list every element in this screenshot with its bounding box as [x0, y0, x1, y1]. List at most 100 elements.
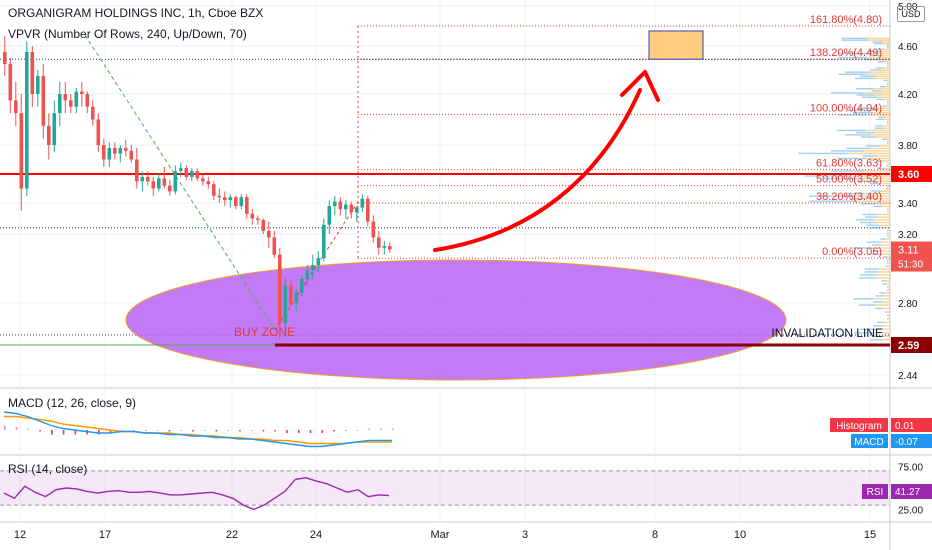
macd-histogram-bar: [180, 430, 182, 431]
volume-bar-down: [870, 147, 890, 150]
volume-bar-down: [888, 262, 890, 264]
volume-bar-up: [838, 73, 867, 75]
volume-bar-down: [884, 116, 890, 118]
volume-bar-up: [864, 268, 879, 270]
candle-body: [146, 176, 150, 182]
volume-bar-up: [871, 190, 882, 192]
macd-panel: Histogram 0.01 MACD -0.07: [3, 411, 932, 448]
candle-body: [107, 147, 112, 160]
volume-bar-up: [804, 175, 852, 177]
volume-bar-down: [883, 295, 890, 297]
volume-bar-up: [831, 170, 864, 172]
macd-histogram-bar: [203, 430, 206, 431]
macd-histogram-bar: [344, 430, 347, 431]
volume-bar-down: [888, 63, 890, 65]
volume-bar-up: [809, 200, 854, 202]
volume-bar-up: [869, 227, 881, 229]
y-tick-label: 3.80: [898, 141, 918, 152]
volume-bar-down: [885, 238, 890, 240]
volume-bar-down: [875, 277, 890, 279]
volume-bar-down: [876, 274, 890, 276]
currency-badge[interactable]: USD: [897, 6, 925, 22]
volume-bar-up: [841, 39, 869, 41]
uptrend-line: [274, 201, 359, 331]
volume-bar-down: [881, 90, 890, 92]
volume-bar-up: [872, 90, 882, 92]
volume-bar-up: [870, 339, 881, 341]
volume-bar-down: [882, 301, 890, 303]
x-tick-label: 10: [734, 529, 746, 541]
volume-bar-down: [875, 107, 890, 109]
volume-bar-up: [887, 286, 889, 288]
volume-bar-up: [846, 109, 871, 112]
macd-legend-value: 0.01: [895, 421, 915, 432]
last-price-label: 3.11: [898, 245, 919, 257]
volume-bar-down: [879, 224, 890, 226]
volume-bar-up: [857, 107, 876, 109]
fib-label: 100.00%(4.04): [810, 102, 882, 114]
macd-legend-name: Histogram: [836, 421, 882, 432]
volume-bar-up: [876, 160, 884, 162]
candle-body: [91, 106, 95, 120]
candle-body: [157, 178, 161, 189]
volume-bar-up: [887, 232, 889, 234]
volume-bar-down: [882, 250, 890, 252]
volume-bar-down: [874, 219, 890, 221]
volume-bar-down: [888, 103, 890, 105]
x-tick-label: 22: [226, 529, 238, 541]
volume-bar-down: [878, 268, 890, 270]
volume-bar-up: [865, 216, 879, 218]
candle-body: [322, 224, 326, 259]
volume-bar-up: [859, 221, 877, 224]
volume-bar-down: [878, 216, 890, 218]
candle-body: [80, 91, 84, 94]
volume-bar-down: [887, 311, 890, 313]
candle-body: [239, 197, 244, 207]
candle-body: [338, 201, 343, 210]
volume-bar-down: [874, 88, 890, 90]
volume-bar-down: [880, 54, 890, 57]
volume-bar-down: [888, 46, 890, 48]
volume-bar-down: [883, 118, 890, 121]
candle-body: [206, 181, 211, 185]
volume-bar-up: [882, 105, 887, 107]
candle-body: [267, 230, 271, 238]
volume-bar-up: [850, 247, 873, 249]
fib-label: 61.80%(3.63): [816, 158, 882, 170]
x-tick-label: 8: [652, 529, 658, 541]
volume-bar-up: [880, 238, 886, 240]
macd-histogram-bar: [109, 430, 112, 433]
volume-bar-down: [873, 332, 890, 334]
candle-body: [135, 159, 139, 182]
macd-histogram-bar: [309, 430, 312, 433]
volume-bar-up: [887, 103, 889, 105]
volume-bar-up: [846, 147, 871, 150]
volume-bar-up: [868, 50, 881, 53]
volume-bar-up: [857, 180, 876, 182]
volume-bar-down: [888, 286, 890, 288]
macd-histogram-bar: [98, 430, 100, 435]
volume-bar-up: [872, 205, 883, 208]
volume-bar-down: [865, 129, 890, 132]
volume-bar-down: [882, 42, 890, 45]
macd-value-bg: [891, 434, 932, 448]
volume-bar-down: [880, 50, 890, 53]
volume-bar-up: [872, 41, 883, 43]
volume-bar-up: [844, 71, 870, 73]
buy-zone-label: BUY ZONE: [234, 325, 295, 339]
volume-bar-up: [866, 241, 880, 243]
candle-body: [371, 221, 376, 238]
candle-body: [344, 204, 348, 210]
volume-bar-down: [888, 211, 890, 213]
volume-bar-up: [873, 42, 883, 45]
candle-body: [212, 184, 216, 196]
volume-bar-down: [875, 180, 890, 182]
indicator-label: VPVR (Number Of Rows, 240, Up/Down, 70): [8, 27, 247, 41]
volume-bar-down: [888, 44, 890, 47]
y-tick-label: 4.20: [898, 90, 918, 101]
macd-histogram-bar: [74, 430, 77, 435]
candle-body: [25, 52, 29, 189]
volume-bar-up: [887, 229, 889, 232]
volume-bar-down: [851, 175, 890, 177]
fib-label: 161.80%(4.80): [810, 14, 882, 26]
